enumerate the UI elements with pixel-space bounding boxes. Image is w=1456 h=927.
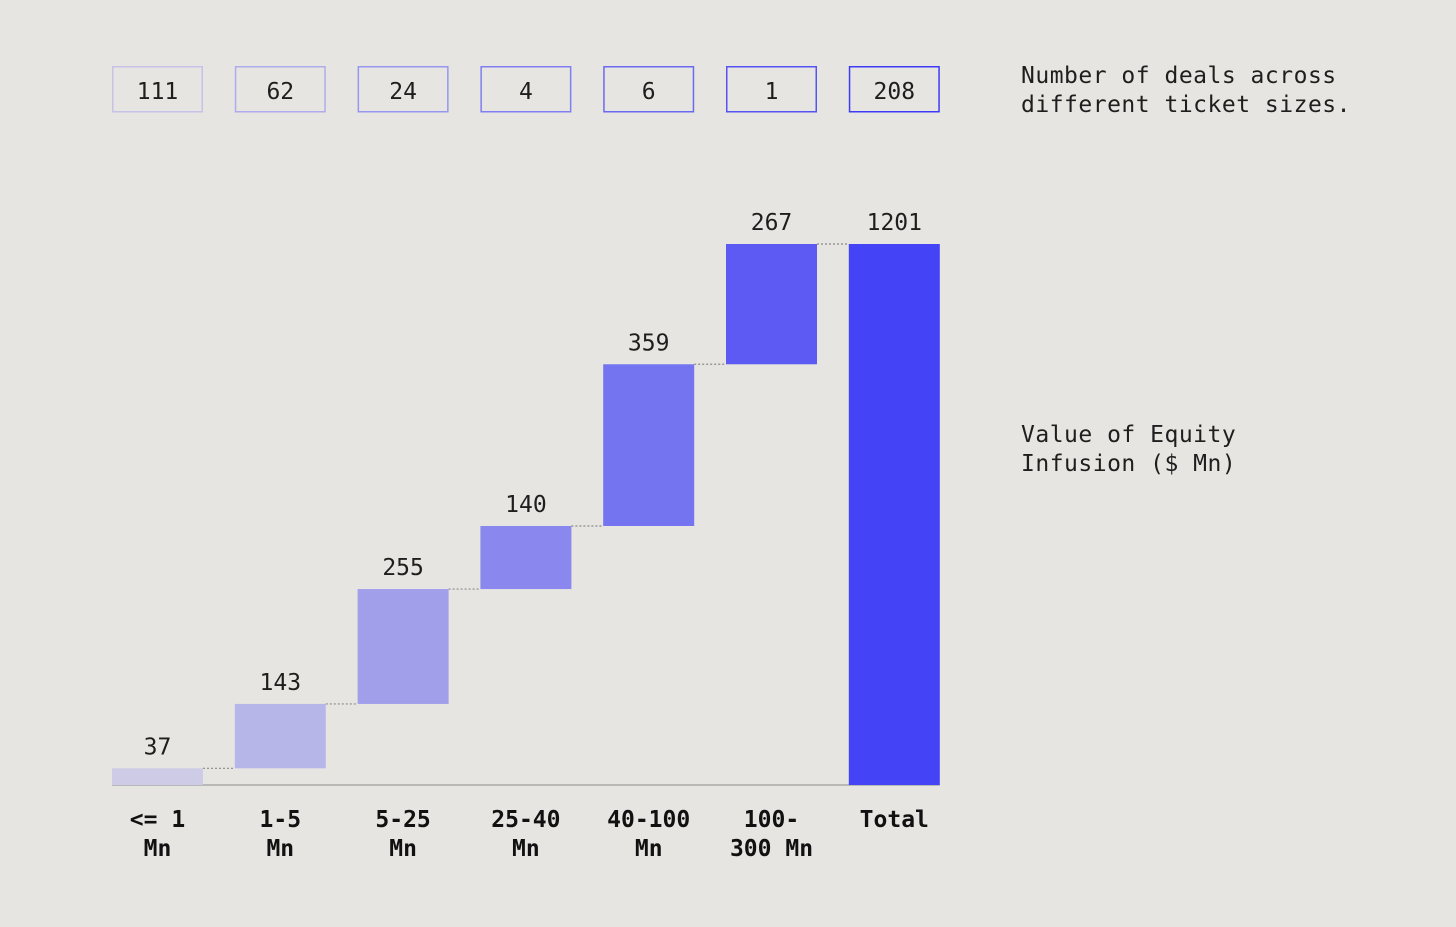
bar-0 (112, 768, 203, 785)
category-label-2-1: Mn (389, 836, 417, 862)
bar-2 (357, 589, 449, 704)
bar-1 (234, 703, 326, 769)
deal-count-box-5 (726, 66, 817, 113)
bar-4 (603, 364, 695, 526)
deal-count-5: 1 (765, 79, 779, 105)
category-label-2-0: 5-25 (375, 807, 430, 833)
category-label-1-1: Mn (266, 836, 294, 862)
category-label-0-0: <= 1 (130, 807, 185, 833)
deal-count-box-4 (603, 66, 695, 113)
bar-6 (848, 244, 940, 785)
deal-count-6: 208 (874, 79, 916, 105)
deal-count-3: 4 (519, 79, 533, 105)
deal-count-4: 6 (642, 79, 656, 105)
value-label-5: 267 (751, 210, 793, 236)
bar-3 (480, 525, 572, 590)
value-label-0: 37 (144, 734, 172, 760)
category-label-5-0: 100- (744, 807, 799, 833)
value-label-3: 140 (505, 492, 547, 518)
deal-count-2: 24 (389, 79, 417, 105)
deal-count-box-2 (357, 66, 449, 113)
category-label-1-0: 1-5 (260, 807, 302, 833)
bar-5 (726, 244, 817, 365)
deal-count-0: 111 (137, 79, 179, 105)
value-label-2: 255 (382, 555, 424, 581)
category-label-5-1: 300 Mn (730, 836, 813, 862)
deal-count-box-6 (848, 66, 940, 113)
deal-count-1: 62 (266, 79, 294, 105)
deal-counts-note: Number of deals across different ticket … (1021, 63, 1351, 118)
value-axis-note: Value of Equity Infusion ($ Mn) (1021, 422, 1237, 477)
category-label-4-1: Mn (635, 836, 663, 862)
deal-count-box-1 (234, 66, 326, 113)
deal-count-box-3 (480, 66, 572, 113)
category-label-4-0: 40-100 (607, 807, 690, 833)
deal-count-box-0 (112, 66, 203, 113)
category-label-0-1: Mn (144, 836, 172, 862)
category-label-3-0: 25-40 (491, 807, 560, 833)
category-label-3-1: Mn (512, 836, 540, 862)
value-label-6: 1201 (867, 210, 922, 236)
value-label-4: 359 (628, 330, 670, 356)
category-label-6-0: Total (860, 807, 929, 833)
value-label-1: 143 (260, 670, 302, 696)
